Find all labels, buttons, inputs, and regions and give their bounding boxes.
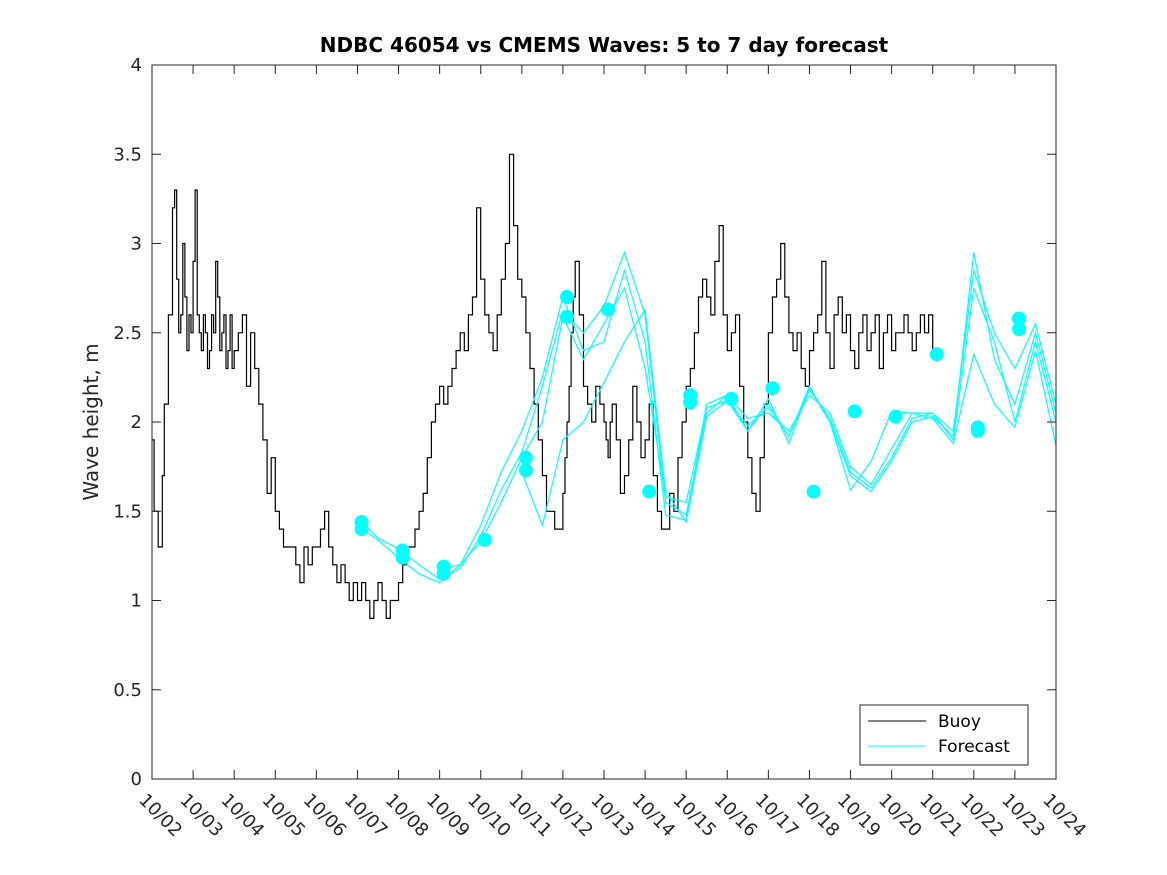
y-tick-label: 0 [131,769,142,790]
chart-title: NDBC 46054 vs CMEMS Waves: 5 to 7 day fo… [320,33,889,57]
forecast-marker [436,566,451,581]
x-tick-label: 10/21 [915,790,967,842]
forecast-marker [724,391,739,406]
forecast-marker [560,290,574,304]
x-tick-label: 10/18 [792,790,844,842]
x-tick-label: 10/13 [586,790,638,842]
forecast-line-1 [361,250,1057,580]
y-axis-label: Wave height, m [79,343,103,500]
forecast-marker [395,550,410,565]
x-tick-label: 10/12 [545,790,597,842]
forecast-marker [1012,311,1026,326]
x-tick-label: 10/04 [217,790,269,842]
x-tick-label: 10/14 [628,790,680,842]
x-tick-label: 10/20 [874,790,926,842]
legend-buoy-label: Buoy [938,712,981,732]
y-tick-label: 4 [131,55,142,76]
forecast-line-4 [521,307,1057,528]
x-tick-label: 10/24 [1038,790,1090,842]
y-tick-label: 1 [131,591,142,612]
legend-box [859,704,1029,766]
forecast-marker [560,309,574,324]
x-tick-label: 10/07 [340,790,392,842]
forecast-marker [683,395,698,410]
y-tick-label: 3 [131,234,142,255]
x-tick-label: 10/09 [422,790,474,842]
x-tick-label: 10/02 [134,790,186,842]
x-tick-label: 10/08 [381,790,433,842]
forecast-marker [765,381,780,396]
y-tick-label: 0.5 [113,680,142,701]
x-tick-label: 10/05 [258,790,310,842]
forecast-marker [847,404,862,419]
forecast-marker [1012,322,1026,337]
forecast-marker [806,484,821,499]
x-tick-label: 10/19 [833,790,885,842]
y-tick-label: 2.5 [113,323,142,344]
y-tick-label: 3.5 [113,144,142,165]
x-tick-label: 10/11 [504,790,556,842]
forecast-line-2 [361,252,1057,584]
forecast-marker [929,347,944,362]
x-tick-label: 10/17 [751,790,803,842]
y-tick-label: 1.5 [113,501,142,522]
x-tick-label: 10/16 [710,790,762,842]
forecast-marker [354,522,369,537]
x-tick-label: 10/23 [997,790,1049,842]
forecast-marker [888,409,903,424]
forecast-marker [518,450,533,465]
x-tick-label: 10/03 [176,790,228,842]
x-tick-label: 10/22 [956,790,1008,842]
y-tick-label: 2 [131,412,142,433]
legend-forecast-label: Forecast [938,737,1010,757]
x-tick-label: 10/15 [669,790,721,842]
buoy-series-line [152,153,937,619]
forecast-marker [477,532,492,547]
x-tick-label: 10/10 [463,790,515,842]
forecast-line-3 [439,286,1057,569]
forecast-marker [970,423,985,438]
forecast-marker [601,302,616,317]
x-tick-label: 10/06 [299,790,351,842]
legend: Buoy Forecast [859,704,1029,766]
forecast-marker [518,463,533,478]
forecast-marker [642,484,657,499]
